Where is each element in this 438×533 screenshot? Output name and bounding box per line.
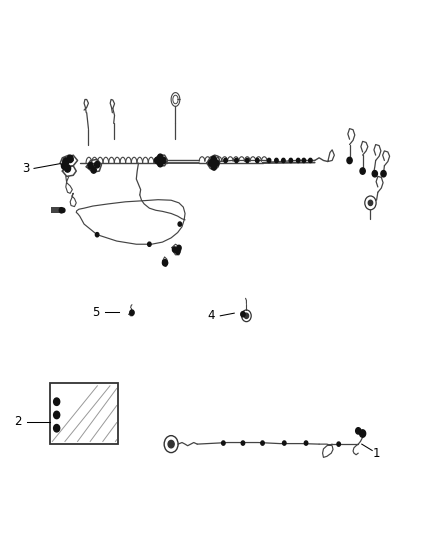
Circle shape: [176, 249, 180, 254]
Circle shape: [53, 424, 60, 432]
Circle shape: [158, 160, 163, 167]
Circle shape: [289, 158, 293, 163]
Circle shape: [95, 232, 99, 237]
Circle shape: [356, 427, 361, 434]
Circle shape: [337, 442, 340, 446]
Circle shape: [214, 160, 219, 166]
Circle shape: [297, 158, 300, 163]
Circle shape: [267, 158, 271, 163]
Circle shape: [368, 200, 373, 206]
Circle shape: [244, 313, 249, 318]
Circle shape: [53, 398, 60, 406]
Circle shape: [381, 171, 386, 177]
Circle shape: [158, 154, 163, 160]
Bar: [51, 207, 61, 214]
Circle shape: [148, 242, 151, 246]
Circle shape: [161, 157, 166, 164]
Circle shape: [222, 441, 225, 445]
Circle shape: [224, 158, 227, 163]
Circle shape: [208, 160, 214, 166]
Circle shape: [155, 157, 160, 164]
Circle shape: [241, 312, 245, 317]
Bar: [50, 383, 117, 444]
Circle shape: [275, 158, 278, 163]
Circle shape: [241, 441, 245, 445]
Text: 5: 5: [92, 305, 99, 319]
Text: 3: 3: [22, 162, 30, 175]
Circle shape: [309, 158, 312, 163]
Circle shape: [360, 168, 365, 174]
Circle shape: [302, 158, 306, 163]
Circle shape: [211, 164, 216, 170]
Circle shape: [235, 158, 238, 163]
Circle shape: [53, 411, 60, 419]
Circle shape: [59, 208, 64, 213]
Circle shape: [95, 161, 100, 168]
Circle shape: [246, 158, 249, 163]
Text: 1: 1: [373, 447, 380, 459]
Circle shape: [282, 158, 285, 163]
Circle shape: [347, 157, 352, 164]
Circle shape: [67, 155, 73, 163]
Circle shape: [64, 165, 71, 172]
Text: 2: 2: [14, 415, 21, 429]
Circle shape: [255, 158, 259, 163]
Circle shape: [372, 171, 378, 177]
Circle shape: [211, 156, 216, 163]
Circle shape: [168, 440, 174, 448]
Circle shape: [261, 441, 264, 445]
Text: 4: 4: [207, 309, 215, 322]
Circle shape: [360, 430, 366, 437]
Circle shape: [88, 163, 93, 169]
Circle shape: [91, 167, 96, 173]
Circle shape: [162, 260, 168, 266]
Circle shape: [304, 441, 308, 445]
Circle shape: [63, 158, 69, 165]
Circle shape: [173, 247, 177, 252]
Circle shape: [130, 310, 134, 316]
Circle shape: [61, 208, 65, 213]
Circle shape: [283, 441, 286, 445]
Circle shape: [61, 162, 67, 169]
Circle shape: [178, 222, 182, 226]
Circle shape: [177, 245, 181, 251]
